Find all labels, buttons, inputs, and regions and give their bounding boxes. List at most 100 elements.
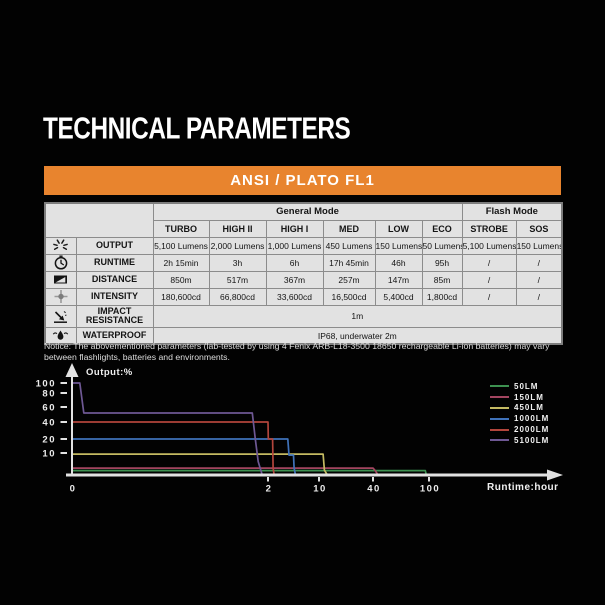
svg-text:0: 0 (70, 484, 77, 495)
row-label-distance: DISTANCE (75, 270, 154, 289)
table-row: OUTPUT 5,100 Lumens 2,000 Lumens 1,000 L… (44, 236, 563, 255)
cell-distance-high1: 367m (265, 270, 324, 289)
cell-output-sos: 150 Lumens (515, 236, 563, 255)
row-label-intensity: INTENSITY (75, 287, 154, 306)
cell-intensity-low: 5,400cd (374, 287, 423, 306)
group-header-flash-mode: Flash Mode (461, 202, 563, 221)
ansi-fl1-banner: ANSI / PLATO FL1 (44, 166, 561, 195)
legend-swatch-450lm (490, 406, 509, 409)
svg-text:10: 10 (313, 484, 327, 495)
legend-item: 50LM (490, 381, 549, 392)
cell-distance-med: 257m (322, 270, 376, 289)
legend-label: 50LM (514, 381, 539, 391)
cell-runtime-sos: / (515, 253, 563, 272)
cell-distance-high2: 517m (208, 270, 267, 289)
cell-distance-low: 147m (374, 270, 423, 289)
banner-label: ANSI / PLATO FL1 (230, 172, 375, 189)
legend-item: 450LM (490, 403, 549, 414)
col-header-sos: SOS (515, 219, 563, 238)
table-row: INTENSITY 180,600cd 66,800cd 33,600cd 16… (44, 287, 563, 306)
cell-distance-strobe: / (461, 270, 517, 289)
cell-output-med: 450 Lumens (322, 236, 376, 255)
svg-text:100: 100 (36, 379, 56, 390)
legend-item: 1000LM (490, 413, 549, 424)
legend-label: 1000LM (514, 414, 550, 424)
cell-runtime-turbo: 2h 15min (152, 253, 210, 272)
corner-cell (44, 202, 154, 238)
col-header-turbo: TURBO (152, 219, 210, 238)
cell-intensity-med: 16,500cd (322, 287, 376, 306)
legend-swatch-150lm (490, 396, 509, 399)
col-header-med: MED (322, 219, 376, 238)
cell-intensity-high1: 33,600cd (265, 287, 324, 306)
row-label-output: OUTPUT (75, 236, 154, 255)
svg-text:60: 60 (42, 403, 56, 414)
cell-runtime-strobe: / (461, 253, 517, 272)
notice-text: Notice: The abovementioned parameters (l… (44, 341, 550, 363)
page-title: TECHNICAL PARAMETERS (43, 112, 351, 146)
svg-text:10: 10 (42, 449, 56, 460)
cell-distance-eco: 85m (421, 270, 463, 289)
legend-label: 2000LM (514, 425, 550, 435)
cell-runtime-eco: 95h (421, 253, 463, 272)
cell-waterproof-value: IP68, underwater 2m (152, 326, 563, 345)
cell-output-high2: 2,000 Lumens (208, 236, 267, 255)
cell-output-eco: 50 Lumens (421, 236, 463, 255)
col-header-high2: HIGH II (208, 219, 267, 238)
distance-icon (44, 270, 77, 289)
col-header-strobe: STROBE (461, 219, 517, 238)
cell-distance-turbo: 850m (152, 270, 210, 289)
cell-runtime-low: 46h (374, 253, 423, 272)
legend-swatch-5100lm (490, 439, 509, 442)
cell-intensity-eco: 1,800cd (421, 287, 463, 306)
cell-output-strobe: 5,100 Lumens (461, 236, 517, 255)
legend-label: 5100LM (514, 435, 550, 445)
table-row: General Mode Flash Mode (44, 202, 563, 238)
table-row: IMPACT RESISTANCE 1m (44, 304, 563, 328)
legend-swatch-2000lm (490, 428, 509, 431)
svg-text:40: 40 (42, 418, 56, 429)
svg-text:100: 100 (420, 484, 440, 495)
output-icon (44, 236, 77, 255)
col-header-low: LOW (374, 219, 423, 238)
cell-output-low: 150 Lumens (374, 236, 423, 255)
legend-label: 450LM (514, 403, 544, 413)
col-header-high1: HIGH I (265, 219, 324, 238)
cell-intensity-strobe: / (461, 287, 517, 306)
legend-item: 5100LM (490, 435, 549, 446)
svg-text:80: 80 (42, 389, 56, 400)
table-row: TURBO HIGH II HIGH I MED LOW ECO STROBE … (45, 219, 563, 238)
cell-intensity-high2: 66,800cd (208, 287, 267, 306)
table-row: WATERPROOF IP68, underwater 2m (44, 326, 563, 345)
table-row: DISTANCE 850m 517m 367m 257m 147m 85m / … (44, 270, 563, 289)
cell-distance-sos: / (515, 270, 563, 289)
chart-legend: 50LM 150LM 450LM 1000LM 2000LM 5100LM (490, 381, 549, 446)
cell-intensity-sos: / (515, 287, 563, 306)
svg-text:2: 2 (266, 484, 273, 495)
impact-resistance-icon (44, 304, 77, 328)
col-header-eco: ECO (421, 219, 463, 238)
group-header-general-mode: General Mode (152, 202, 463, 221)
cell-runtime-med: 17h 45min (322, 253, 376, 272)
cell-runtime-high2: 3h (208, 253, 267, 272)
legend-item: 2000LM (490, 424, 549, 435)
legend-label: 150LM (514, 392, 544, 402)
cell-impact-resistance-value: 1m (152, 304, 563, 328)
svg-text:20: 20 (42, 435, 56, 446)
x-axis-label: Runtime:hour (487, 482, 559, 493)
cell-runtime-high1: 6h (265, 253, 324, 272)
cell-output-high1: 1,000 Lumens (265, 236, 324, 255)
intensity-icon (44, 287, 77, 306)
row-label-impact-resistance: IMPACT RESISTANCE (75, 304, 154, 328)
svg-text:40: 40 (367, 484, 381, 495)
legend-swatch-1000lm (490, 417, 509, 420)
cell-intensity-turbo: 180,600cd (152, 287, 210, 306)
runtime-icon (44, 253, 77, 272)
y-axis-label: Output:% (86, 367, 133, 378)
row-label-runtime: RUNTIME (75, 253, 154, 272)
spec-table: General Mode Flash Mode TURBO HIGH II HI… (44, 202, 564, 346)
legend-swatch-50lm (490, 385, 509, 388)
cell-output-turbo: 5,100 Lumens (152, 236, 210, 255)
table-row: RUNTIME 2h 15min 3h 6h 17h 45min 46h 95h… (44, 253, 563, 272)
legend-item: 150LM (490, 392, 549, 403)
